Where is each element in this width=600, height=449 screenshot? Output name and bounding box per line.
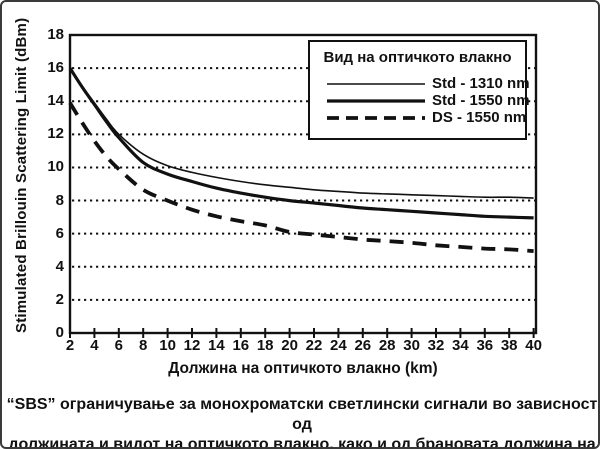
y-tick-label-6: 6	[55, 224, 64, 242]
y-tick-label-18: 18	[47, 26, 64, 43]
x-tick-label-34: 34	[452, 337, 469, 354]
x-tick-label-14: 14	[208, 337, 225, 354]
x-tick-label-38: 38	[500, 337, 518, 354]
y-tick-label-0: 0	[55, 324, 64, 341]
legend-rows: Std - 1310 nm Std - 1550 nm DS - 1550 nm	[310, 66, 530, 126]
y-tick-label-14: 14	[47, 92, 64, 110]
caption: “SBS” ограничување за монохроматски свет…	[2, 395, 598, 449]
legend-item-std-1310-nm: Std - 1310 nm	[326, 75, 530, 92]
legend-item-label: DS - 1550 nm	[432, 109, 527, 126]
legend-line-sample-std-1550-nm	[327, 98, 425, 103]
x-tick-label-8: 8	[139, 337, 148, 354]
x-tick-label-10: 10	[159, 337, 176, 354]
y-tick-label-10: 10	[47, 158, 64, 176]
y-tick-label-12: 12	[47, 125, 64, 143]
x-tick-label-2: 2	[65, 337, 75, 354]
series-curve-std-1550-nm	[68, 67, 534, 220]
x-tick-label-20: 20	[281, 337, 298, 354]
caption-line-1: “SBS” ограничување за монохроматски свет…	[6, 396, 598, 433]
legend-item-std-1550-nm: Std - 1550 nm	[326, 92, 530, 109]
x-tick-label-24: 24	[330, 337, 347, 354]
y-tick-label-8: 8	[55, 191, 64, 209]
legend-line-sample-ds-1550-nm	[327, 115, 425, 120]
legend-box: Вид на оптичкото влакно Std - 1310 nm Std…	[308, 40, 530, 140]
legend-title: Вид на оптичкото влакно	[323, 49, 512, 66]
legend-item-label: Std - 1550 nm	[432, 92, 530, 109]
x-tick-label-26: 26	[354, 337, 372, 354]
y-tick-label-16: 16	[47, 59, 64, 77]
x-tick-label-16: 16	[232, 337, 250, 354]
x-axis-label: Должина на оптичкото влакно (km)	[168, 360, 438, 377]
y-axis-label: Stimulated Brillouin Scattering Limit (d…	[13, 17, 30, 333]
series-curve-ds-1550-nm	[68, 101, 534, 253]
x-tick-label-6: 6	[114, 337, 123, 354]
x-tick-label-22: 22	[305, 337, 323, 354]
y-tick-label-4: 4	[55, 257, 64, 275]
plot-frame-border	[68, 33, 538, 335]
x-tick-label-30: 30	[403, 337, 420, 354]
x-tick-label-36: 36	[476, 337, 494, 354]
caption-line-2: должината и видот на оптичкото влакно, к…	[8, 436, 596, 449]
x-tick-label-12: 12	[183, 337, 201, 354]
x-tick-label-32: 32	[427, 337, 445, 354]
x-tick-label-40: 40	[525, 337, 542, 354]
x-tick-label-4: 4	[90, 337, 99, 354]
legend-item-ds-1550-nm: DS - 1550 nm	[326, 109, 526, 126]
x-tick-label-28: 28	[378, 337, 396, 354]
y-tick-label-2: 2	[55, 290, 64, 308]
x-tick-label-18: 18	[256, 337, 274, 354]
legend-item-label: Std - 1310 nm	[432, 75, 530, 92]
legend-line-sample-std-1310-nm	[327, 82, 425, 85]
